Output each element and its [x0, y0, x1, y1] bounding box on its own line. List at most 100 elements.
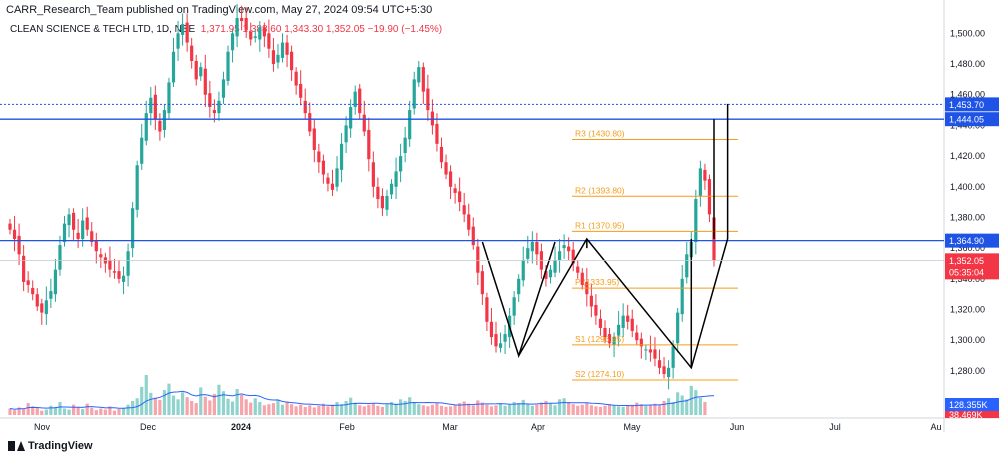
candle-body	[330, 183, 335, 190]
volume-bar	[126, 404, 130, 415]
volume-bar	[444, 406, 448, 415]
y-tick-label: 1,500.00	[950, 28, 985, 38]
candle-body	[698, 168, 702, 196]
volume-bar	[544, 400, 548, 415]
candle-body	[598, 318, 603, 328]
candle-body	[217, 100, 221, 114]
volume-bar	[267, 404, 271, 415]
candle-body	[176, 33, 180, 49]
volume-bar	[539, 402, 544, 415]
candle-body	[62, 223, 67, 243]
volume-bar	[530, 405, 534, 415]
candle-body	[108, 260, 112, 270]
candle-body	[94, 240, 98, 252]
y-tick-label: 1,360.00	[950, 243, 985, 253]
volume-bar	[439, 405, 444, 415]
candle-body	[453, 188, 457, 193]
volume-bar	[285, 401, 289, 415]
candle-body	[571, 249, 575, 264]
candle-body	[244, 18, 248, 31]
volume-bar	[162, 390, 167, 415]
candle-body	[249, 31, 253, 40]
volume-bar	[294, 406, 298, 415]
level-price-tag	[945, 112, 999, 127]
volume-bar	[194, 403, 198, 415]
volume-bar	[639, 404, 643, 415]
candle-body	[349, 106, 353, 129]
volume-bar	[321, 403, 325, 415]
candle-body	[485, 297, 489, 322]
volume-bar	[180, 392, 185, 415]
candle-body	[12, 229, 17, 239]
candle-body	[90, 231, 94, 243]
volume-bar	[458, 403, 462, 415]
volume-bar	[221, 391, 226, 415]
volume-bar	[657, 405, 662, 415]
candle-body	[544, 271, 548, 279]
volume-bar	[648, 404, 653, 415]
y-tick-label: 1,480.00	[950, 59, 985, 69]
volume-bar	[435, 403, 439, 415]
volume-bar	[240, 395, 244, 415]
candle-body	[271, 50, 276, 65]
x-tick-label: Au	[930, 422, 941, 432]
candle-body	[676, 312, 680, 344]
candle-body	[99, 254, 103, 258]
volume-bar	[408, 397, 412, 415]
candle-body	[467, 214, 471, 230]
volume-bar	[467, 403, 471, 415]
tradingview-logo-icon	[8, 441, 25, 451]
volume-bar	[339, 404, 344, 415]
candle-body	[258, 27, 262, 40]
candle-body	[31, 288, 35, 295]
candle-body	[671, 346, 675, 368]
candles	[8, 4, 716, 390]
volume-bar	[385, 404, 389, 415]
x-tick-label: Feb	[339, 422, 355, 432]
volume-bar	[635, 402, 639, 415]
volume-bar	[621, 406, 625, 415]
candle-body	[421, 67, 425, 92]
volume-bar	[26, 403, 30, 415]
candle-body	[53, 269, 58, 295]
candle-body	[199, 67, 203, 77]
volume-bar	[576, 405, 580, 415]
tradingview-logo[interactable]: TradingView	[8, 440, 93, 452]
candle-body	[439, 146, 444, 163]
candle-body	[553, 260, 557, 273]
candle-body	[253, 36, 257, 38]
candle-body	[621, 315, 625, 328]
candle-body	[589, 295, 593, 307]
last-price-label: 1,352.05	[949, 256, 984, 266]
volume-bar	[81, 409, 85, 415]
candle-body	[321, 160, 325, 175]
volume-bar	[290, 404, 294, 415]
volume-bar	[53, 406, 58, 415]
level-price-tag	[945, 233, 999, 248]
volume-bar	[176, 399, 180, 415]
volume-bar	[662, 400, 666, 415]
volume-bar	[8, 408, 12, 415]
candle-body	[430, 111, 434, 126]
volume-tag	[945, 411, 999, 418]
volume-bar	[671, 402, 675, 415]
candle-body	[117, 271, 121, 279]
volume-bar	[703, 402, 707, 415]
volume-bar	[512, 402, 516, 415]
candle-body	[212, 110, 216, 114]
candle-body	[285, 42, 289, 55]
candle-body	[580, 272, 584, 285]
volume-bar	[349, 397, 353, 415]
level-price-label: 1,444.05	[949, 115, 984, 125]
x-tick-label: May	[623, 422, 641, 432]
candle-body	[503, 334, 507, 342]
volume-bar	[503, 405, 507, 415]
volume-bar	[521, 399, 525, 415]
volume-bar	[171, 395, 176, 415]
volume-bar	[598, 406, 603, 415]
pivot-level-label: S2 (1274.10)	[575, 369, 624, 379]
volume-bar	[362, 406, 366, 415]
candle-body	[666, 367, 671, 378]
volume-bar	[144, 375, 148, 415]
